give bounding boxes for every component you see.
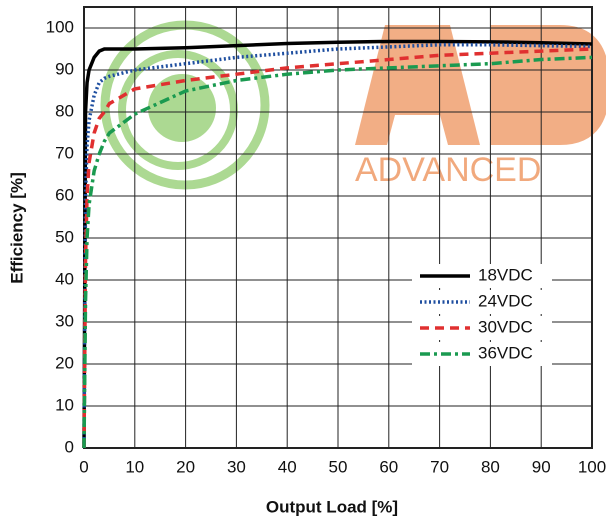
legend-label: 18VDC <box>478 265 533 284</box>
y-axis-title: Efficiency [%] <box>7 172 26 283</box>
y-tick-label: 0 <box>65 437 74 456</box>
x-tick-label: 80 <box>481 457 500 476</box>
x-axis-title: Output Load [%] <box>266 497 398 516</box>
legend-label: 36VDC <box>478 343 533 362</box>
y-tick-label: 100 <box>46 17 74 36</box>
x-tick-label: 0 <box>79 457 88 476</box>
logo-dot <box>148 74 216 142</box>
y-tick-label: 10 <box>55 395 74 414</box>
y-tick-label: 80 <box>55 101 74 120</box>
y-tick-label: 70 <box>55 143 74 162</box>
x-tick-label: 40 <box>278 457 297 476</box>
y-tick-label: 30 <box>55 311 74 330</box>
line <box>82 39 593 449</box>
x-tick-label: 10 <box>125 457 144 476</box>
x-tick-label: 30 <box>227 457 246 476</box>
legend-label: 30VDC <box>478 317 533 336</box>
watermark-text: ADVANCED <box>355 151 541 189</box>
x-tick-label: 50 <box>329 457 348 476</box>
y-tick-label: 60 <box>55 185 74 204</box>
legend-label: 24VDC <box>478 291 533 310</box>
x-tick-label: 60 <box>379 457 398 476</box>
line <box>82 47 593 449</box>
logo-ring <box>100 20 270 190</box>
y-tick-label: 90 <box>55 59 74 78</box>
x-tick-label: 100 <box>578 457 606 476</box>
line <box>82 55 593 449</box>
x-tick-label: 90 <box>532 457 551 476</box>
logo-letter <box>490 25 606 145</box>
x-tick-label: 20 <box>176 457 195 476</box>
y-tick-label: 20 <box>55 353 74 372</box>
logo-ring <box>118 50 238 170</box>
x-tick-label: 70 <box>430 457 449 476</box>
y-tick-label: 50 <box>55 227 74 246</box>
y-tick-label: 40 <box>55 269 74 288</box>
